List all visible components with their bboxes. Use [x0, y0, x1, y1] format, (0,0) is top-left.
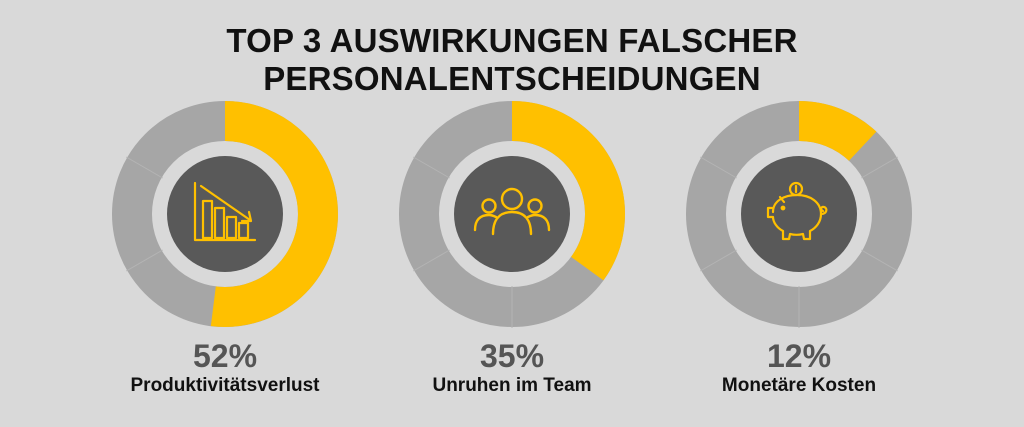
percent-label: 52% — [192, 338, 258, 374]
donut-track-divider — [413, 156, 450, 179]
donut-track-divider — [861, 249, 898, 272]
donut-track-divider — [413, 249, 450, 272]
team-people-icon — [473, 187, 551, 236]
donut-panel-costs: 12% Monetäre Kosten — [683, 98, 915, 398]
donut-center-disc — [741, 156, 857, 272]
donut-value-arc — [210, 101, 338, 327]
donut-track-divider — [861, 156, 898, 179]
donut-value-arc — [511, 101, 625, 281]
declining-bar-chart-icon — [193, 181, 257, 242]
chart-title: TOP 3 AUSWIRKUNGEN FALSCHER PERSONALENTS… — [226, 22, 798, 97]
donut-track-divider — [126, 156, 163, 179]
caption-label: Unruhen im Team — [432, 375, 592, 396]
percent-label: 12% — [766, 338, 832, 374]
piggy-bank-icon — [766, 181, 828, 241]
donut-panel-team: 35% Unruhen im Team — [396, 98, 628, 398]
donut-track-divider — [126, 249, 163, 272]
donut-value-arc — [798, 101, 877, 162]
donut-track-divider — [700, 249, 737, 272]
donut-chart-productivity — [112, 101, 338, 327]
donut-chart-costs — [686, 101, 912, 328]
percent-label: 35% — [479, 338, 545, 374]
donut-panel-productivity: 52% Produktivitätsverlust — [109, 98, 341, 398]
caption-label: Monetäre Kosten — [721, 375, 877, 396]
donut-track-divider — [700, 156, 737, 179]
donut-center-disc — [454, 156, 570, 272]
caption-label: Produktivitätsverlust — [130, 375, 320, 396]
donut-chart-team — [399, 101, 625, 328]
